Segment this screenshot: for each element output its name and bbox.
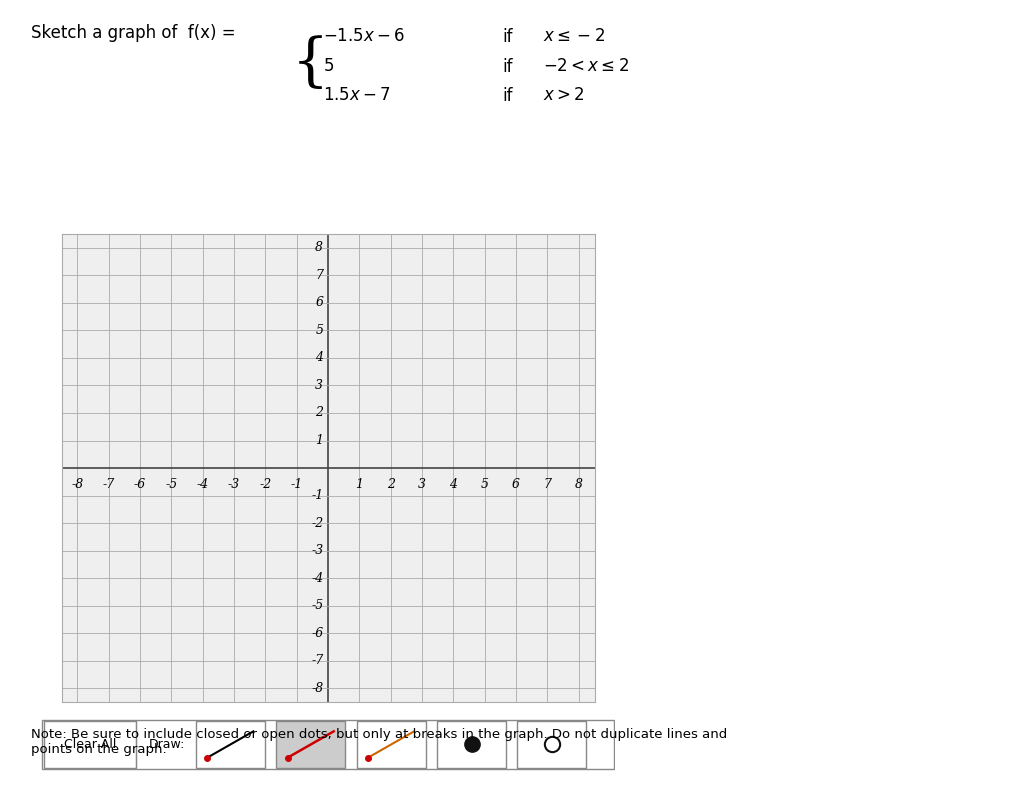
Text: Note: Be sure to include closed or open dots, but only at breaks in the graph. D: Note: Be sure to include closed or open … — [31, 728, 727, 756]
Text: -7: -7 — [311, 654, 323, 667]
Text: 8: 8 — [316, 241, 323, 254]
Text: $x \leq -2$: $x \leq -2$ — [543, 28, 606, 45]
Text: 5: 5 — [481, 478, 489, 491]
Text: 3: 3 — [418, 478, 426, 491]
Text: -8: -8 — [71, 478, 83, 491]
Text: 4: 4 — [449, 478, 457, 491]
Text: 3: 3 — [316, 379, 323, 392]
Text: $x > 2$: $x > 2$ — [543, 87, 585, 104]
Text: $5$: $5$ — [323, 58, 334, 75]
FancyBboxPatch shape — [518, 721, 586, 768]
Text: 4: 4 — [316, 351, 323, 365]
Text: -7: -7 — [102, 478, 115, 491]
Text: 7: 7 — [543, 478, 551, 491]
Text: if: if — [502, 28, 512, 46]
Text: -1: -1 — [311, 489, 323, 502]
Text: 8: 8 — [575, 478, 583, 491]
Text: Clear All: Clear All — [64, 738, 116, 751]
FancyBboxPatch shape — [196, 721, 264, 768]
Text: 1: 1 — [316, 434, 323, 447]
Text: -4: -4 — [311, 571, 323, 585]
Text: -4: -4 — [197, 478, 209, 491]
Text: 2: 2 — [386, 478, 395, 491]
Text: -5: -5 — [165, 478, 177, 491]
Text: if: if — [502, 58, 512, 76]
Text: 7: 7 — [316, 269, 323, 282]
Text: -3: -3 — [228, 478, 240, 491]
FancyBboxPatch shape — [42, 720, 614, 769]
Text: Draw:: Draw: — [149, 738, 186, 751]
Text: -6: -6 — [311, 627, 323, 640]
FancyBboxPatch shape — [44, 721, 135, 768]
Text: $1.5x - 7$: $1.5x - 7$ — [323, 87, 391, 104]
Text: 6: 6 — [316, 296, 323, 309]
Text: Sketch a graph of  f(x) =: Sketch a graph of f(x) = — [31, 24, 236, 42]
Text: $-1.5x - 6$: $-1.5x - 6$ — [323, 28, 405, 45]
Text: -5: -5 — [311, 600, 323, 613]
Text: 1: 1 — [356, 478, 363, 491]
Text: -2: -2 — [259, 478, 272, 491]
Text: 2: 2 — [316, 407, 323, 420]
Text: 5: 5 — [316, 324, 323, 337]
Text: -6: -6 — [133, 478, 146, 491]
FancyBboxPatch shape — [437, 721, 506, 768]
FancyBboxPatch shape — [277, 721, 345, 768]
Text: -3: -3 — [311, 544, 323, 557]
Text: $-2 < x \leq 2$: $-2 < x \leq 2$ — [543, 58, 629, 75]
Text: if: if — [502, 87, 512, 105]
Text: -1: -1 — [290, 478, 302, 491]
Text: -8: -8 — [311, 682, 323, 695]
Text: -2: -2 — [311, 516, 323, 529]
Text: 6: 6 — [512, 478, 520, 491]
Text: {: { — [292, 36, 329, 92]
FancyBboxPatch shape — [357, 721, 425, 768]
